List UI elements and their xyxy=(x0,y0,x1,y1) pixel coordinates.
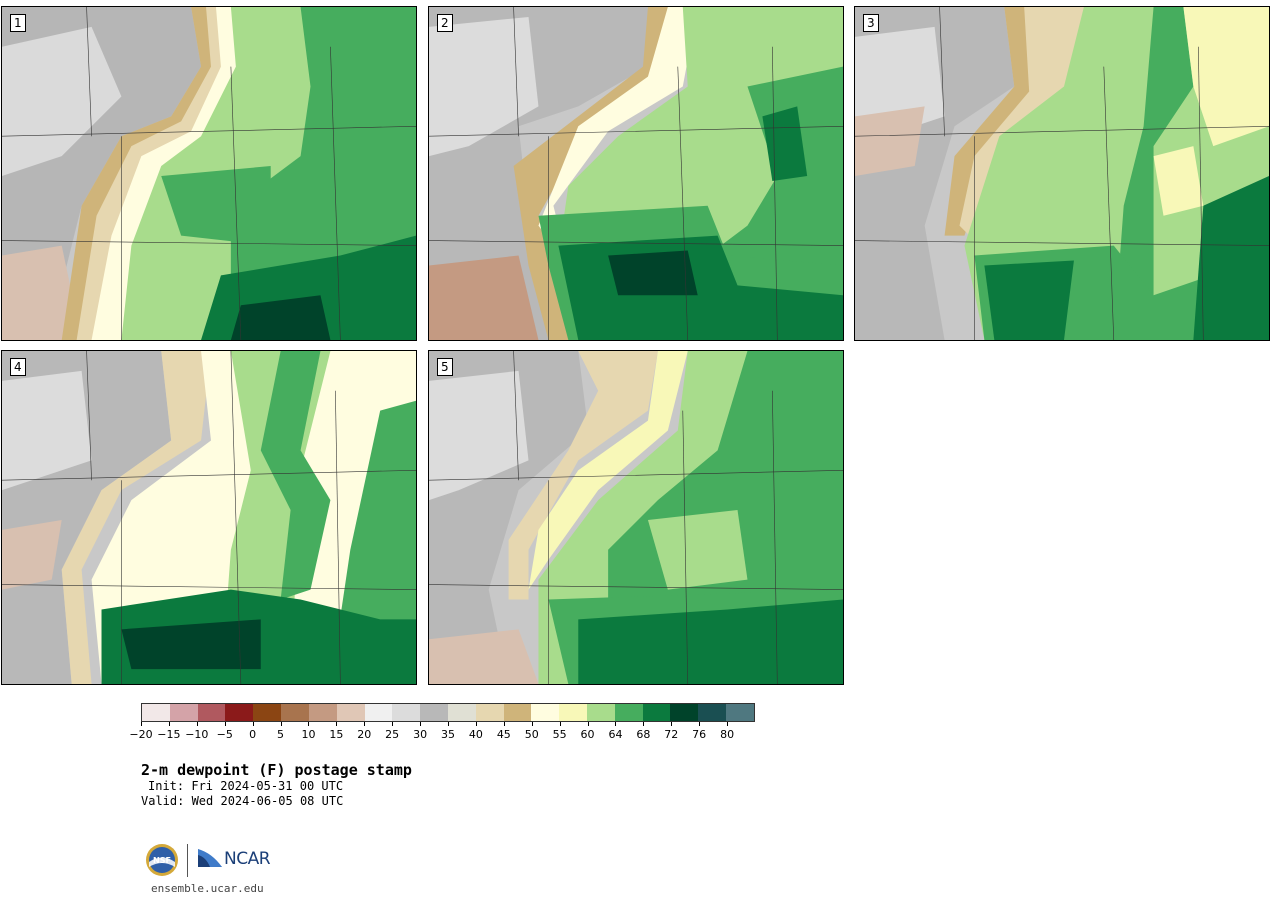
colorbar-tick-label: −5 xyxy=(216,728,233,741)
init-time: Init: Fri 2024-05-31 00 UTC xyxy=(148,779,344,793)
colorbar-swatch xyxy=(642,704,671,721)
ncar-logo-icon xyxy=(198,849,222,867)
logo-divider xyxy=(187,844,188,877)
colorbar-tick xyxy=(475,722,477,726)
colorbar-tick-label: 45 xyxy=(496,728,511,741)
colorbar-tick xyxy=(503,722,505,726)
colorbar-tick xyxy=(671,722,673,726)
colorbar-tick xyxy=(643,722,645,726)
dewpoint-colorbar xyxy=(141,703,755,722)
colorbar-tick-label: 5 xyxy=(277,728,285,741)
colorbar-tick xyxy=(587,722,589,726)
colorbar-swatch xyxy=(475,704,504,721)
colorbar-swatch xyxy=(420,704,448,721)
colorbar-swatch xyxy=(447,704,476,721)
colorbar-swatch xyxy=(142,704,170,721)
colorbar-tick-label: 35 xyxy=(441,728,455,741)
chart-title: 2-m dewpoint (F) postage stamp xyxy=(141,761,412,779)
colorbar-swatch xyxy=(169,704,198,721)
dewpoint-map-1 xyxy=(2,7,416,340)
colorbar-tick xyxy=(727,722,729,726)
colorbar-swatch xyxy=(726,704,754,721)
panel-number-label: 1 xyxy=(10,14,26,32)
colorbar-swatch xyxy=(587,704,615,721)
panel-number-label: 4 xyxy=(10,358,26,376)
svg-text:NSF: NSF xyxy=(153,856,171,865)
colorbar-tick-label: 55 xyxy=(552,728,567,741)
colorbar-swatch xyxy=(392,704,421,721)
colorbar-swatch xyxy=(253,704,282,721)
colorbar-tick xyxy=(224,722,226,726)
nsf-logo-icon: NSF xyxy=(146,844,178,876)
panel-number-label: 3 xyxy=(863,14,879,32)
colorbar-tick xyxy=(699,722,701,726)
map-panel-3: 3 xyxy=(854,6,1270,341)
colorbar-swatch xyxy=(614,704,643,721)
colorbar-tick xyxy=(141,722,142,726)
colorbar-tick-label: 64 xyxy=(608,728,623,741)
dewpoint-map-3 xyxy=(855,7,1269,340)
ncar-logo-text: NCAR xyxy=(224,849,271,869)
colorbar-tick xyxy=(168,722,170,726)
colorbar-swatch xyxy=(281,704,309,721)
colorbar-tick xyxy=(252,722,254,726)
colorbar-tick-label: 15 xyxy=(329,728,344,741)
colorbar-tick-label: 68 xyxy=(636,728,651,741)
colorbar-swatch xyxy=(670,704,699,721)
colorbar-tick xyxy=(308,722,310,726)
logo-block: NSF NCAR xyxy=(145,843,285,879)
colorbar-tick-label: −10 xyxy=(185,728,209,741)
colorbar-tick-label: 30 xyxy=(413,728,428,741)
colorbar-swatch xyxy=(531,704,560,721)
site-url[interactable]: ensemble.ucar.edu xyxy=(151,882,264,895)
colorbar-tick xyxy=(336,722,338,726)
map-panel-4: 4 xyxy=(1,350,417,685)
colorbar-tick xyxy=(196,722,198,726)
colorbar-tick-label: 0 xyxy=(249,728,257,741)
colorbar-tick xyxy=(448,722,449,726)
colorbar-tick xyxy=(420,722,422,726)
colorbar-swatch xyxy=(559,704,587,721)
colorbar-tick xyxy=(280,722,282,726)
colorbar-tick-label: 76 xyxy=(692,728,707,741)
colorbar-tick-label: −15 xyxy=(157,728,181,741)
colorbar-swatch xyxy=(308,704,337,721)
colorbar-tick-label: 40 xyxy=(468,728,483,741)
colorbar-tick-label: 60 xyxy=(580,728,595,741)
colorbar-swatch xyxy=(698,704,727,721)
colorbar-tick-label: −20 xyxy=(129,728,153,741)
colorbar-swatch xyxy=(225,704,254,721)
colorbar-tick-label: 25 xyxy=(385,728,400,741)
dewpoint-map-5 xyxy=(429,351,843,684)
colorbar-tick xyxy=(615,722,617,726)
valid-time: Valid: Wed 2024-06-05 08 UTC xyxy=(141,794,344,808)
colorbar-tick xyxy=(364,722,366,726)
colorbar-tick-label: 80 xyxy=(720,728,735,741)
colorbar-tick-label: 50 xyxy=(524,728,539,741)
colorbar-swatch xyxy=(503,704,532,721)
map-panel-5: 5 xyxy=(428,350,844,685)
colorbar-tick-label: 72 xyxy=(664,728,679,741)
colorbar-tick xyxy=(392,722,394,726)
dewpoint-map-4 xyxy=(2,351,416,684)
colorbar-tick xyxy=(559,722,561,726)
colorbar-tick-labels: −20 −15 −10 −5 0 5 10 15 20 25 30 35 40 45 50 55 60 64 68 7… xyxy=(129,722,755,742)
dewpoint-map-2 xyxy=(429,7,843,340)
map-panel-1: 1 xyxy=(1,6,417,341)
colorbar-swatch xyxy=(336,704,365,721)
colorbar-swatch xyxy=(197,704,226,721)
map-panel-2: 2 xyxy=(428,6,844,341)
colorbar-tick-label: 20 xyxy=(357,728,372,741)
panel-number-label: 2 xyxy=(437,14,453,32)
colorbar-swatch xyxy=(364,704,393,721)
panel-number-label: 5 xyxy=(437,358,453,376)
colorbar-tick xyxy=(531,722,533,726)
colorbar-tick-label: 10 xyxy=(301,728,316,741)
